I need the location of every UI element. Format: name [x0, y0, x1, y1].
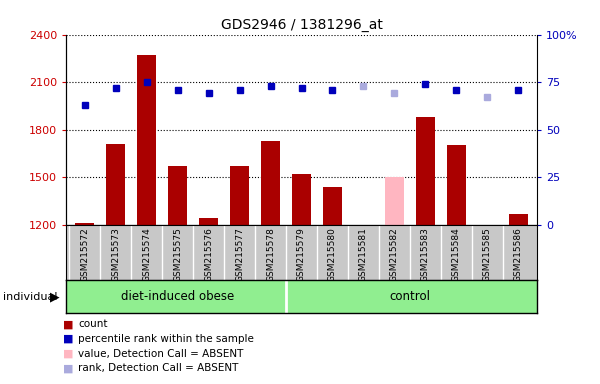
Bar [230, 166, 249, 225]
Text: GSM215576: GSM215576 [204, 227, 213, 282]
Bar [168, 166, 187, 225]
Bar [447, 146, 466, 225]
Text: GSM215583: GSM215583 [421, 227, 430, 282]
Text: ■: ■ [63, 363, 74, 373]
Bar [199, 218, 218, 225]
Text: GSM215575: GSM215575 [173, 227, 182, 282]
Text: GSM215585: GSM215585 [483, 227, 492, 282]
Bar [106, 144, 125, 225]
Text: GSM215572: GSM215572 [80, 227, 89, 282]
Text: GSM215582: GSM215582 [390, 227, 399, 282]
Bar [137, 55, 156, 225]
Bar [261, 141, 280, 225]
Text: GSM215579: GSM215579 [297, 227, 306, 282]
Text: ■: ■ [63, 334, 74, 344]
Text: GSM215577: GSM215577 [235, 227, 244, 282]
Text: ■: ■ [63, 349, 74, 359]
Text: ▶: ▶ [50, 290, 59, 303]
Text: GSM215573: GSM215573 [111, 227, 120, 282]
Text: GSM215580: GSM215580 [328, 227, 337, 282]
Bar [292, 174, 311, 225]
Text: percentile rank within the sample: percentile rank within the sample [78, 334, 254, 344]
Text: diet-induced obese: diet-induced obese [121, 290, 234, 303]
Bar [286, 280, 537, 313]
Text: value, Detection Call = ABSENT: value, Detection Call = ABSENT [78, 349, 244, 359]
Bar [509, 214, 528, 225]
Bar [478, 225, 497, 226]
Title: GDS2946 / 1381296_at: GDS2946 / 1381296_at [221, 18, 382, 32]
Bar [385, 177, 404, 225]
Text: control: control [389, 290, 430, 303]
Text: GSM215574: GSM215574 [142, 227, 151, 282]
Bar [75, 223, 94, 225]
Text: GSM215584: GSM215584 [452, 227, 461, 282]
Bar [323, 187, 342, 225]
Text: GSM215581: GSM215581 [359, 227, 368, 282]
Bar [416, 117, 435, 225]
Text: count: count [78, 319, 107, 329]
Text: GSM215586: GSM215586 [514, 227, 523, 282]
Bar [66, 280, 286, 313]
Text: ■: ■ [63, 319, 74, 329]
Text: GSM215578: GSM215578 [266, 227, 275, 282]
Text: individual: individual [3, 291, 58, 302]
Text: rank, Detection Call = ABSENT: rank, Detection Call = ABSENT [78, 363, 238, 373]
